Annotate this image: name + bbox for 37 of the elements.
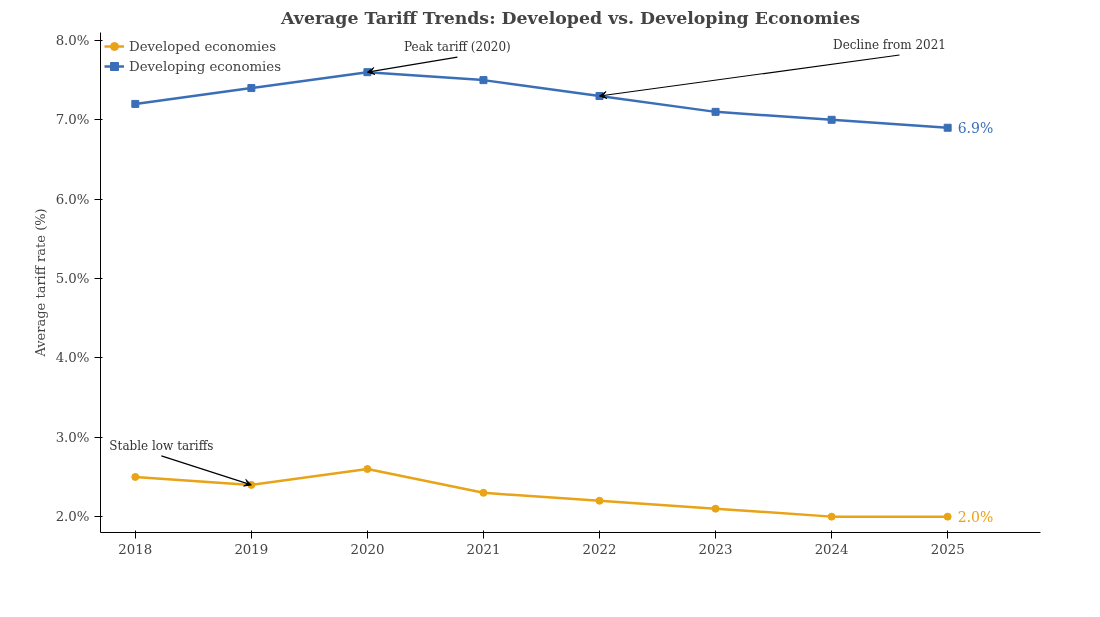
point <box>943 512 952 521</box>
y-tick-label: 4.0% <box>55 350 90 366</box>
point <box>247 84 256 93</box>
point <box>363 465 372 473</box>
point <box>479 488 488 497</box>
y-tick-label: 2.0% <box>55 509 90 525</box>
y-tick-label: 3.0% <box>55 429 90 445</box>
x-tick-label: 2019 <box>234 541 269 557</box>
point <box>131 472 140 481</box>
data-label: 2.0% <box>957 508 994 525</box>
point <box>131 99 140 108</box>
annotation: Peak tariff (2020) <box>404 40 511 55</box>
x-tick-label: 2021 <box>466 541 501 557</box>
point <box>943 123 952 132</box>
point <box>595 496 604 505</box>
y-tick-label: 7.0% <box>55 112 90 128</box>
annotation: Decline from 2021 <box>833 37 946 52</box>
legend-label: Developed economies <box>129 38 277 54</box>
point <box>711 107 720 116</box>
annotation: Stable low tariffs <box>109 438 214 453</box>
data-label: 6.9% <box>957 119 994 136</box>
x-tick-label: 2022 <box>582 541 617 557</box>
y-tick-label: 5.0% <box>55 271 90 287</box>
y-axis-title: Average tariff rate (%) <box>32 208 48 358</box>
legend-label: Developing economies <box>129 58 282 74</box>
x-tick-label: 2025 <box>930 541 965 557</box>
point <box>479 76 488 85</box>
x-tick-label: 2020 <box>350 541 385 557</box>
point <box>711 504 720 513</box>
x-tick-label: 2024 <box>814 541 849 557</box>
x-tick-label: 2023 <box>698 541 733 557</box>
point <box>827 512 836 521</box>
chart-title: Average Tariff Trends: Developed vs. Developing Economies <box>280 7 861 28</box>
y-tick-label: 8.0% <box>55 32 90 48</box>
x-tick-label: 2018 <box>118 541 153 557</box>
point <box>827 115 836 124</box>
y-tick-label: 6.0% <box>55 191 90 207</box>
